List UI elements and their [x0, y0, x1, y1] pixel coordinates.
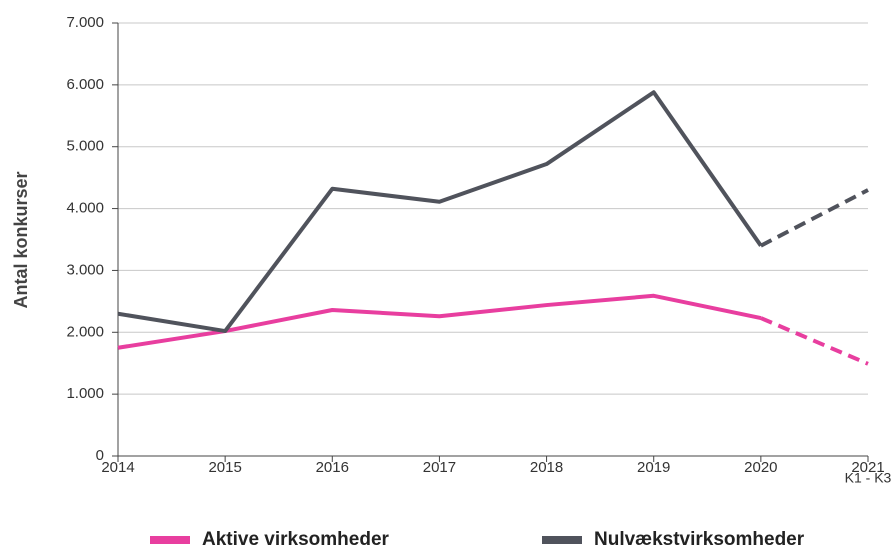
- x-tick-label: 2021: [851, 459, 884, 476]
- x-tick-label: 2014: [101, 459, 134, 476]
- series-line: [117, 293, 762, 350]
- y-tick-label: 7.000: [66, 14, 104, 31]
- y-tick-label: 2.000: [66, 323, 104, 340]
- y-tick-label: 3.000: [66, 261, 104, 278]
- y-tick-label: 6.000: [66, 76, 104, 93]
- y-tick-label: 5.000: [66, 138, 104, 155]
- series-line-dashed: [759, 188, 869, 248]
- x-tick-label: 2017: [423, 459, 456, 476]
- y-tick-label: 1.000: [66, 385, 104, 402]
- legend-text: Nulvækstvirksomheder: [594, 529, 805, 548]
- legend-swatch: [542, 536, 582, 544]
- x-tick-label: 2018: [530, 459, 563, 476]
- series-line-dashed: [760, 316, 869, 366]
- x-tick-label: 2020: [744, 459, 777, 476]
- x-tick-label: 2015: [208, 459, 241, 476]
- legend-swatch: [150, 536, 190, 544]
- y-axis-label: Antal konkurser: [11, 171, 31, 308]
- y-tick-label: 4.000: [66, 200, 104, 217]
- y-tick-label: 0: [96, 447, 104, 464]
- series-line: [117, 90, 763, 334]
- x-tick-label: 2019: [637, 459, 670, 476]
- annotation: K1 - K3: [845, 470, 892, 486]
- x-tick-label: 2016: [316, 459, 349, 476]
- legend-text: Aktive virksomheder: [202, 529, 390, 548]
